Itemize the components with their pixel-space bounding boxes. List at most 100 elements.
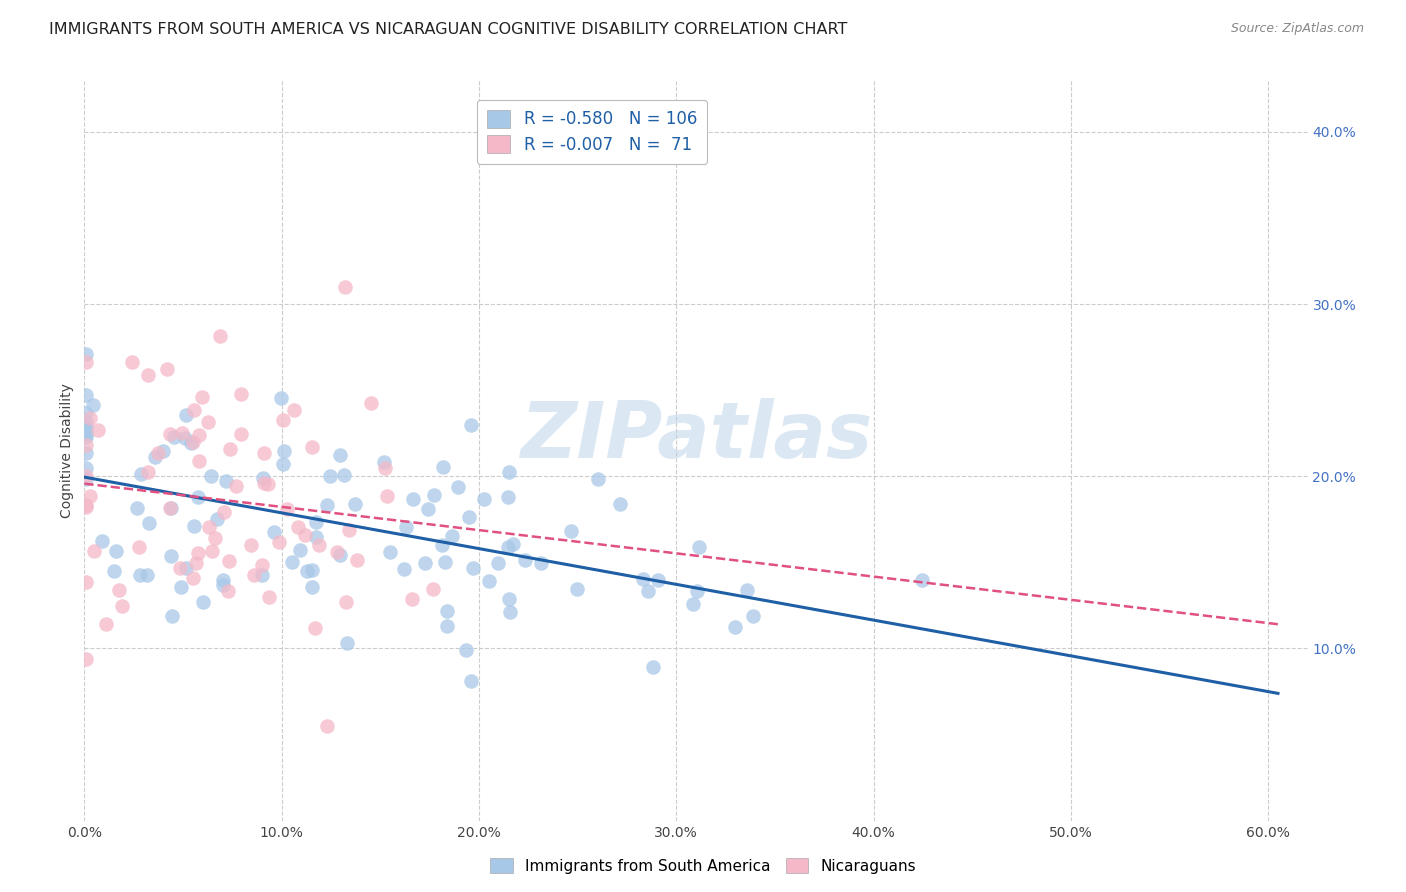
Point	[498, 591, 520, 606]
Point	[173, 431, 195, 445]
Point	[198, 520, 221, 534]
Text: Source: ZipAtlas.com: Source: ZipAtlas.com	[1230, 22, 1364, 36]
Point	[305, 530, 328, 544]
Point	[163, 430, 186, 444]
Point	[169, 561, 191, 575]
Point	[304, 621, 326, 635]
Point	[530, 556, 553, 570]
Point	[79, 489, 101, 503]
Point	[416, 502, 439, 516]
Point	[329, 548, 352, 562]
Point	[402, 492, 425, 507]
Point	[374, 460, 396, 475]
Point	[212, 505, 235, 519]
Point	[105, 543, 128, 558]
Legend: R = -0.580   N = 106, R = -0.007   N =  71: R = -0.580 N = 106, R = -0.007 N = 71	[477, 100, 707, 164]
Point	[187, 490, 209, 504]
Point	[742, 609, 765, 624]
Point	[239, 538, 262, 552]
Point	[75, 498, 97, 512]
Point	[496, 490, 519, 504]
Point	[180, 435, 202, 450]
Point	[75, 355, 97, 369]
Point	[422, 582, 444, 597]
Point	[333, 280, 356, 294]
Point	[75, 500, 97, 515]
Point	[172, 426, 194, 441]
Point	[225, 479, 247, 493]
Point	[392, 561, 415, 575]
Point	[212, 573, 235, 587]
Point	[218, 553, 240, 567]
Point	[201, 544, 224, 558]
Point	[91, 533, 114, 548]
Point	[170, 580, 193, 594]
Point	[315, 498, 337, 512]
Point	[86, 423, 108, 437]
Point	[434, 555, 457, 569]
Point	[609, 497, 631, 511]
Point	[270, 392, 292, 406]
Point	[496, 540, 519, 554]
Point	[333, 468, 356, 483]
Point	[305, 516, 328, 530]
Point	[128, 540, 150, 554]
Point	[253, 446, 276, 460]
Point	[460, 417, 482, 432]
Point	[287, 520, 309, 534]
Point	[129, 568, 152, 582]
Point	[336, 636, 359, 650]
Point	[75, 424, 97, 438]
Point	[432, 460, 454, 475]
Point	[75, 438, 97, 452]
Point	[686, 583, 709, 598]
Point	[135, 567, 157, 582]
Point	[294, 528, 316, 542]
Point	[111, 599, 134, 613]
Point	[183, 571, 205, 585]
Point	[243, 568, 266, 582]
Point	[181, 435, 204, 450]
Point	[326, 545, 349, 559]
Point	[138, 516, 160, 530]
Point	[229, 427, 252, 442]
Point	[75, 471, 97, 485]
Point	[502, 536, 524, 550]
Point	[103, 564, 125, 578]
Y-axis label: Cognitive Disability: Cognitive Disability	[60, 383, 75, 518]
Point	[281, 555, 304, 569]
Point	[75, 346, 97, 360]
Point	[75, 420, 97, 434]
Point	[204, 531, 226, 545]
Point	[447, 480, 470, 494]
Point	[143, 450, 166, 465]
Point	[283, 403, 305, 417]
Point	[160, 609, 183, 624]
Point	[567, 582, 589, 596]
Point	[288, 543, 311, 558]
Point	[108, 582, 131, 597]
Text: IMMIGRANTS FROM SOUTH AMERICA VS NICARAGUAN COGNITIVE DISABILITY CORRELATION CHA: IMMIGRANTS FROM SOUTH AMERICA VS NICARAG…	[49, 22, 848, 37]
Point	[329, 448, 352, 462]
Point	[499, 605, 522, 619]
Point	[75, 406, 97, 420]
Point	[486, 556, 509, 570]
Point	[75, 427, 97, 442]
Point	[432, 538, 454, 552]
Point	[460, 673, 482, 688]
Point	[276, 502, 298, 516]
Point	[211, 578, 233, 592]
Point	[183, 519, 205, 533]
Point	[75, 651, 97, 665]
Point	[75, 446, 97, 460]
Point	[344, 498, 367, 512]
Point	[513, 553, 536, 567]
Point	[159, 500, 181, 515]
Point	[125, 501, 148, 516]
Point	[643, 659, 665, 673]
Point	[586, 472, 609, 486]
Point	[136, 465, 159, 479]
Point	[75, 429, 97, 443]
Point	[159, 426, 181, 441]
Point	[308, 538, 330, 552]
